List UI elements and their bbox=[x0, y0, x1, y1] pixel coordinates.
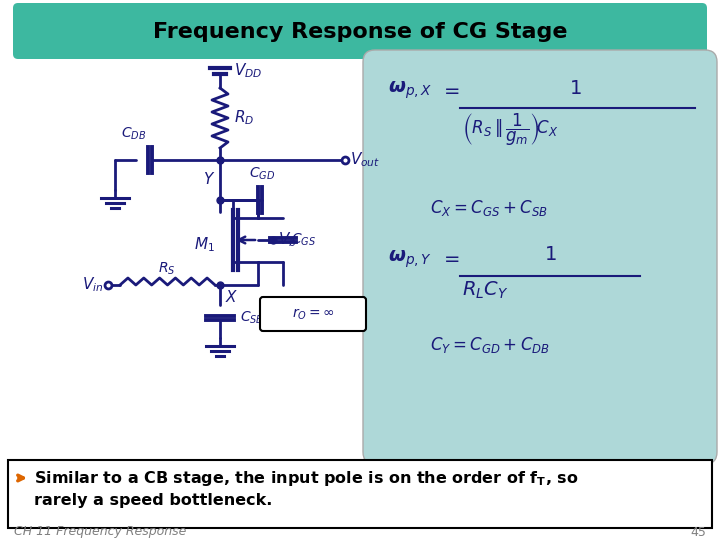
Text: Y: Y bbox=[202, 172, 212, 187]
FancyBboxPatch shape bbox=[363, 50, 717, 464]
Text: 45: 45 bbox=[690, 525, 706, 538]
Text: $V_{out}$: $V_{out}$ bbox=[350, 151, 380, 170]
Text: $R_S$: $R_S$ bbox=[158, 261, 176, 277]
Text: $V_{DD}$: $V_{DD}$ bbox=[234, 62, 262, 80]
Text: $R_D$: $R_D$ bbox=[234, 109, 254, 127]
Text: $V_{in}$: $V_{in}$ bbox=[81, 275, 103, 294]
Text: Frequency Response of CG Stage: Frequency Response of CG Stage bbox=[153, 22, 567, 42]
Text: Similar to a CB stage, the input pole is on the order of $\mathbf{f_T}$, so: Similar to a CB stage, the input pole is… bbox=[34, 469, 578, 488]
Text: $C_{DB}$: $C_{DB}$ bbox=[122, 126, 147, 142]
FancyBboxPatch shape bbox=[13, 3, 707, 59]
Text: $=$: $=$ bbox=[440, 248, 460, 267]
Text: $R_L C_Y$: $R_L C_Y$ bbox=[462, 280, 508, 301]
Text: $\boldsymbol{\omega}_{p,Y}$: $\boldsymbol{\omega}_{p,Y}$ bbox=[388, 248, 432, 269]
Text: $C_{SB}$: $C_{SB}$ bbox=[240, 310, 264, 326]
Text: $1$: $1$ bbox=[569, 79, 581, 98]
FancyBboxPatch shape bbox=[260, 297, 366, 331]
Text: rarely a speed bottleneck.: rarely a speed bottleneck. bbox=[34, 492, 272, 508]
Text: $M_1$: $M_1$ bbox=[194, 235, 215, 254]
FancyBboxPatch shape bbox=[8, 460, 712, 528]
Text: $C_{GS}$: $C_{GS}$ bbox=[291, 232, 316, 248]
Text: $\boldsymbol{\omega}_{p,X}$: $\boldsymbol{\omega}_{p,X}$ bbox=[388, 80, 433, 102]
Text: $1$: $1$ bbox=[544, 245, 557, 264]
Text: $=$: $=$ bbox=[440, 80, 460, 99]
Text: $V_b$: $V_b$ bbox=[278, 231, 297, 249]
Text: $C_X = C_{GS} + C_{SB}$: $C_X = C_{GS} + C_{SB}$ bbox=[430, 198, 548, 218]
Text: CH 11 Frequency Response: CH 11 Frequency Response bbox=[14, 525, 186, 538]
Text: X: X bbox=[226, 289, 236, 305]
Text: $C_Y = C_{GD} + C_{DB}$: $C_Y = C_{GD} + C_{DB}$ bbox=[430, 335, 550, 355]
Text: $C_{GD}$: $C_{GD}$ bbox=[249, 166, 275, 182]
Text: $\left(R_S\,\|\,\dfrac{1}{g_m}\right)\!C_X$: $\left(R_S\,\|\,\dfrac{1}{g_m}\right)\!C… bbox=[462, 112, 559, 148]
Text: $r_O = \infty$: $r_O = \infty$ bbox=[292, 306, 334, 322]
